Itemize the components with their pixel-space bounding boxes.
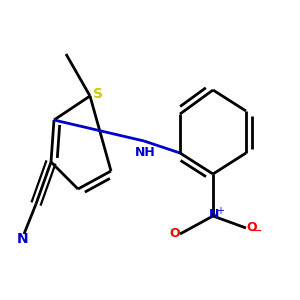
Text: +: +	[216, 206, 224, 216]
Text: N: N	[17, 232, 28, 246]
Text: O: O	[169, 227, 180, 240]
Text: −: −	[252, 224, 263, 238]
Text: N: N	[209, 208, 220, 221]
Text: O: O	[247, 221, 257, 234]
Text: S: S	[92, 88, 103, 101]
Text: NH: NH	[135, 146, 156, 160]
